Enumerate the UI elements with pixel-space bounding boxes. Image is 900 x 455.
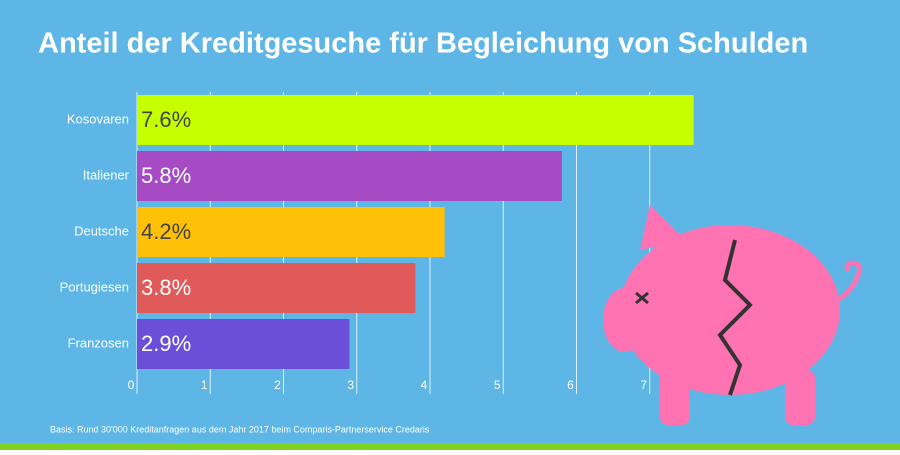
pig-snout bbox=[603, 288, 647, 352]
pig-leg bbox=[785, 370, 815, 425]
y-tick-label: Italiener bbox=[83, 167, 130, 182]
y-tick-label: Deutsche bbox=[74, 223, 129, 238]
y-tick-label: Franzosen bbox=[68, 335, 129, 350]
x-tick-label: 7 bbox=[640, 378, 647, 392]
footnote: Basis: Rund 30'000 Kreditanfragen aus de… bbox=[50, 424, 430, 434]
pig-tail bbox=[836, 260, 863, 303]
bar bbox=[137, 319, 350, 369]
bar bbox=[137, 151, 562, 201]
y-tick-label: Kosovaren bbox=[67, 111, 129, 126]
pig-ear bbox=[640, 205, 685, 250]
x-tick-label: 1 bbox=[201, 378, 208, 392]
x-tick-label: 2 bbox=[274, 378, 281, 392]
x-tick-label: 6 bbox=[567, 378, 574, 392]
value-label: 2.9% bbox=[141, 331, 191, 356]
bottom-strip bbox=[0, 443, 900, 450]
pig-body bbox=[620, 225, 840, 395]
pig-eye bbox=[635, 291, 649, 305]
chart-title: Anteil der Kreditgesuche für Begleichung… bbox=[38, 28, 808, 60]
bar bbox=[137, 207, 445, 257]
x-tick-label: 3 bbox=[347, 378, 354, 392]
crack bbox=[717, 239, 753, 396]
value-label: 4.2% bbox=[141, 219, 191, 244]
plot: 0 1 2 3 4 5 6 7 Kosovaren 7.6% Italiener 5.8% Deutsc… bbox=[60, 92, 694, 394]
pig-leg bbox=[660, 370, 690, 425]
piggy-bank bbox=[603, 205, 863, 425]
value-label: 3.8% bbox=[141, 275, 191, 300]
bar bbox=[137, 263, 416, 313]
value-label: 7.6% bbox=[141, 107, 191, 132]
y-tick-label: Portugiesen bbox=[60, 279, 129, 294]
x-tick-label: 4 bbox=[421, 378, 428, 392]
x-tick-label: 0 bbox=[128, 378, 135, 392]
bar bbox=[137, 95, 694, 145]
value-label: 5.8% bbox=[141, 163, 191, 188]
x-tick-label: 5 bbox=[494, 378, 501, 392]
